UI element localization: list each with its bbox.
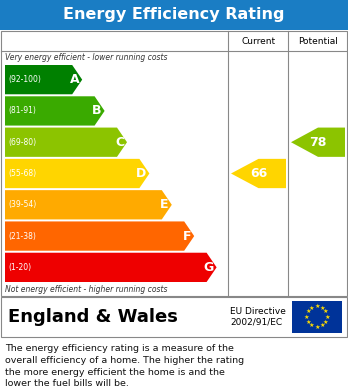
Text: ★: ★ [305,319,311,325]
Text: ★: ★ [319,323,325,328]
Text: C: C [115,136,124,149]
Text: ★: ★ [319,306,325,310]
Polygon shape [231,159,286,188]
Text: 66: 66 [250,167,267,180]
Text: EU Directive
2002/91/EC: EU Directive 2002/91/EC [230,307,286,327]
Text: England & Wales: England & Wales [8,308,178,326]
Text: ★: ★ [304,314,310,319]
Text: ★: ★ [305,309,311,314]
Text: ★: ★ [309,306,315,310]
Text: Current: Current [242,36,276,45]
Text: (55-68): (55-68) [8,169,36,178]
Text: (1-20): (1-20) [8,263,31,272]
Text: Very energy efficient - lower running costs: Very energy efficient - lower running co… [5,54,167,63]
Polygon shape [5,190,172,219]
Text: (81-91): (81-91) [8,106,36,115]
Text: Potential: Potential [298,36,338,45]
Text: ★: ★ [309,323,315,328]
Text: (69-80): (69-80) [8,138,36,147]
Text: (92-100): (92-100) [8,75,41,84]
Text: ★: ★ [314,325,320,330]
Bar [292,301,342,333]
Polygon shape [5,221,194,251]
Text: (21-38): (21-38) [8,231,36,240]
Text: ★: ★ [323,309,329,314]
Text: E: E [160,198,169,211]
Polygon shape [5,253,216,282]
Polygon shape [5,159,149,188]
Bar [1,31,347,296]
Text: ★: ★ [324,314,330,319]
Bar [0,0,348,30]
Polygon shape [5,127,127,157]
Text: A: A [70,73,79,86]
Text: Not energy efficient - higher running costs: Not energy efficient - higher running co… [5,285,167,294]
Text: ★: ★ [314,304,320,309]
Text: F: F [183,230,191,242]
Polygon shape [5,65,82,94]
Bar [1,297,347,337]
Text: D: D [136,167,147,180]
Polygon shape [5,96,105,126]
Text: Energy Efficiency Rating: Energy Efficiency Rating [63,7,285,23]
Text: The energy efficiency rating is a measure of the
overall efficiency of a home. T: The energy efficiency rating is a measur… [5,344,244,388]
Text: (39-54): (39-54) [8,200,36,209]
Text: ★: ★ [323,319,329,325]
Text: G: G [203,261,214,274]
Text: B: B [92,104,102,117]
Polygon shape [291,127,345,157]
Text: 78: 78 [309,136,327,149]
